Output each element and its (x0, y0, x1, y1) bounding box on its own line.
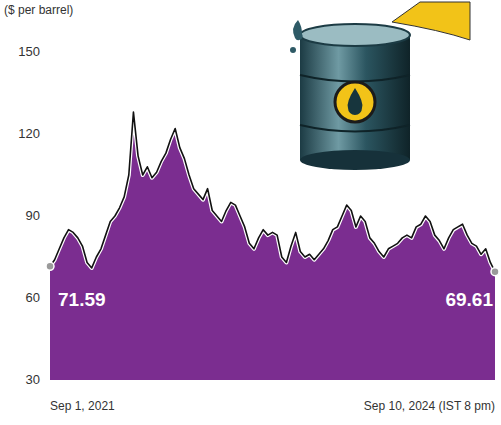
y-tick-label: 30 (26, 372, 40, 387)
barrel-illustration (290, 2, 470, 170)
pump-nozzle (392, 2, 470, 40)
y-tick-label: 60 (26, 290, 40, 305)
line-halo (50, 112, 495, 272)
y-tick-label: 90 (26, 208, 40, 223)
value-label: 71.59 (58, 289, 106, 310)
end-point (491, 268, 499, 276)
area (50, 112, 495, 380)
y-axis-label: ($ per barrel) (4, 3, 73, 17)
x-tick-label: Sep 10, 2024 (IST 8 pm) (364, 399, 495, 413)
barrel-top (300, 24, 410, 46)
barrel-drop (348, 88, 363, 115)
y-tick (43, 52, 47, 53)
y-tick-label: 150 (18, 44, 40, 59)
chart: ($ per barrel) 30 60 90 120 150 71.59 69.61 Sep … (0, 0, 501, 425)
oil-drop (290, 47, 296, 53)
oil-drop (293, 20, 302, 40)
y-tick-label: 120 (18, 126, 40, 141)
barrel-badge (335, 82, 375, 122)
line (50, 112, 495, 272)
barrel-bottom (300, 150, 410, 170)
y-tick (43, 134, 47, 135)
y-tick (43, 380, 47, 381)
end-point (46, 262, 54, 270)
barrel-body (300, 35, 410, 160)
plot-area (50, 112, 495, 380)
x-tick-label: Sep 1, 2021 (50, 399, 115, 413)
barrel-rib (300, 125, 410, 132)
y-tick (43, 216, 47, 217)
y-tick (43, 298, 47, 299)
value-label: 69.61 (445, 289, 493, 310)
